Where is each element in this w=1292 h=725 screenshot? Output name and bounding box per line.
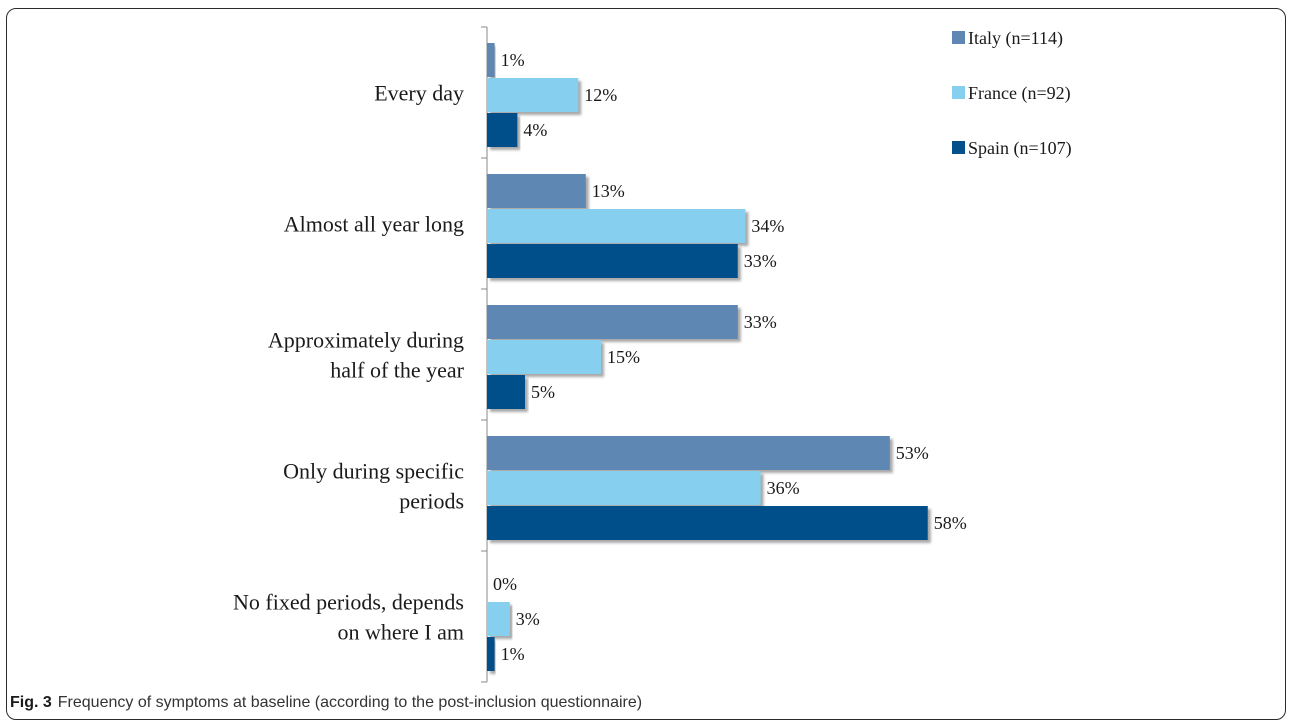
- category-label: No fixed periods, depends on where I am: [233, 590, 464, 645]
- bar-chart: Every day 1% 12% 4% Almost all year long 13% 3…: [233, 26, 1072, 683]
- bar-france: [487, 602, 510, 636]
- bar-france: [487, 471, 761, 505]
- data-label: 34%: [751, 216, 784, 236]
- data-label: 53%: [896, 443, 929, 463]
- bar-spain: [487, 637, 495, 671]
- bar-france: [487, 209, 746, 243]
- bar-spain: [487, 113, 518, 147]
- data-label: 58%: [934, 513, 967, 533]
- legend-swatch: [952, 31, 965, 44]
- data-label: 33%: [744, 312, 777, 332]
- legend-label: France (n=92): [968, 83, 1071, 104]
- bar-spain: [487, 375, 525, 409]
- bar-italy: [487, 305, 738, 339]
- data-label: 12%: [584, 85, 617, 105]
- category-label: Only during specific periods: [283, 459, 464, 514]
- data-label: 15%: [607, 347, 640, 367]
- data-label: 0%: [493, 574, 517, 594]
- legend-swatch: [952, 86, 965, 99]
- bar-italy: [487, 436, 890, 470]
- bar-spain: [487, 506, 928, 540]
- figure-frame: [6, 8, 1286, 720]
- figure-caption-text: Frequency of symptoms at baseline (accor…: [57, 694, 643, 711]
- data-label: 3%: [516, 609, 540, 629]
- data-label: 13%: [592, 181, 625, 201]
- category-label: Approximately during half of the year: [268, 328, 465, 383]
- bar-italy: [487, 174, 586, 208]
- category-label: Every day: [374, 81, 464, 106]
- data-label: 1%: [501, 644, 525, 664]
- data-label: 1%: [501, 50, 525, 70]
- bar-spain: [487, 244, 738, 278]
- figure-label: Fig. 3: [10, 694, 52, 711]
- data-label: 33%: [744, 251, 777, 271]
- category-label: Almost all year long: [284, 212, 464, 237]
- data-label: 4%: [523, 120, 547, 140]
- legend-label: Spain (n=107): [968, 138, 1072, 159]
- bar-france: [487, 340, 601, 374]
- figure-caption: Fig. 3 Frequency of symptoms at baseline …: [10, 694, 1280, 712]
- bar-italy: [487, 43, 495, 77]
- data-label: 5%: [531, 382, 555, 402]
- legend-label: Italy (n=114): [968, 28, 1063, 49]
- bar-france: [487, 78, 579, 112]
- legend-swatch: [952, 141, 965, 154]
- data-label: 36%: [767, 478, 800, 498]
